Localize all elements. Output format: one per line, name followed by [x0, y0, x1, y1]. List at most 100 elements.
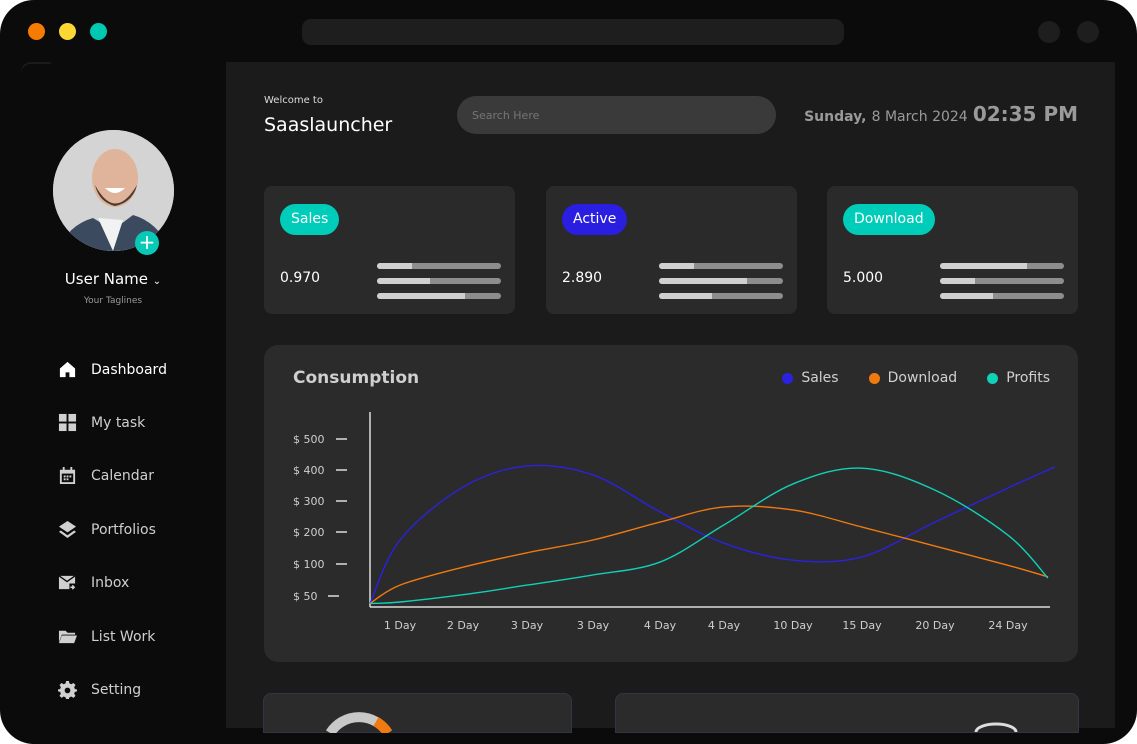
- gear-icon: [58, 680, 77, 699]
- donut-segment: [373, 717, 393, 733]
- progress-bar: [659, 263, 783, 269]
- legend-label: Download: [887, 370, 958, 386]
- stat-card-sales: Sales 0.970: [264, 186, 515, 314]
- home-icon: [59, 361, 76, 378]
- x-tick-label: 1 Day: [384, 619, 417, 632]
- window-action-button[interactable]: [1038, 21, 1060, 43]
- chart-title: Consumption: [293, 368, 420, 388]
- legend-item[interactable]: Download: [868, 370, 958, 386]
- progress-bar: [940, 293, 1064, 299]
- sidebar-item-dashboard[interactable]: Dashboard: [58, 360, 167, 379]
- minimize-window-button[interactable]: [59, 23, 76, 40]
- folder-icon: [58, 630, 77, 644]
- legend-item[interactable]: Sales: [782, 370, 839, 386]
- close-window-button[interactable]: [28, 23, 45, 40]
- sidebar-item-label: My task: [91, 414, 146, 431]
- chevron-down-icon: ⌄: [152, 276, 162, 287]
- avatar[interactable]: [53, 130, 174, 251]
- sidebar-item-inbox[interactable]: Inbox: [58, 573, 129, 592]
- address-bar[interactable]: [302, 19, 844, 45]
- window-action-button[interactable]: [1077, 21, 1099, 43]
- stat-badge[interactable]: Download: [843, 204, 935, 235]
- stat-badge[interactable]: Active: [562, 204, 628, 235]
- progress-bar: [940, 263, 1064, 269]
- gauge-shape: [974, 722, 1018, 732]
- avatar-photo: [53, 130, 174, 251]
- chart-plot: $ 500 $ 400 $ 300 $ 200 $ 100 $ 50 1 Day 2 Day 3…: [293, 412, 1056, 632]
- legend-item[interactable]: Profits: [987, 370, 1050, 386]
- y-tick-label: $ 50: [293, 590, 318, 603]
- progress-bar: [377, 278, 501, 284]
- x-tick-label: 24 Day: [988, 619, 1028, 632]
- datetime: Sunday, 8 March 2024 02:35 PM: [804, 102, 1078, 126]
- y-tick-label: $ 300: [293, 495, 325, 508]
- stat-value: 0.970: [280, 270, 321, 286]
- legend-swatch: [987, 372, 999, 384]
- progress-bar: [940, 278, 1064, 284]
- series-line-profits: [369, 467, 1049, 605]
- stat-value: 2.890: [562, 270, 603, 286]
- bottom-card-left: [263, 693, 572, 733]
- user-name: User Name: [64, 270, 149, 288]
- stat-card-active: Active 2.890: [546, 186, 797, 314]
- x-tick-label: 15 Day: [842, 619, 882, 632]
- legend-label: Sales: [801, 370, 839, 386]
- series-line-sales: [369, 464, 1056, 604]
- progress-fill: [377, 263, 412, 269]
- progress-bar: [377, 293, 501, 299]
- stat-card-download: Download 5.000: [827, 186, 1078, 314]
- y-tick-label: $ 100: [293, 558, 325, 571]
- sidebar-item-setting[interactable]: Setting: [58, 680, 141, 699]
- time-label: 02:35 PM: [972, 102, 1078, 126]
- x-tick-label: 20 Day: [915, 619, 955, 632]
- user-tagline: Your Taglines: [83, 296, 143, 306]
- search-input[interactable]: [457, 96, 776, 134]
- date-label: 8 March 2024: [871, 109, 968, 125]
- user-menu[interactable]: User Name ⌄: [0, 270, 226, 288]
- donut-chart: [325, 712, 393, 733]
- series-line-download: [369, 505, 1049, 605]
- sidebar-item-portfolios[interactable]: Portfolios: [58, 520, 156, 539]
- y-tick-label: $ 200: [293, 526, 325, 539]
- progress-bar: [659, 278, 783, 284]
- legend-label: Profits: [1006, 370, 1050, 386]
- progress-fill: [659, 263, 694, 269]
- add-photo-button[interactable]: +: [135, 231, 159, 255]
- sidebar-item-my-task[interactable]: My task: [58, 413, 145, 432]
- x-tick-label: 4 Day: [644, 619, 677, 632]
- progress-fill: [377, 293, 466, 299]
- progress-bar: [659, 293, 783, 299]
- chart-legend: Sales Download Profits: [782, 370, 1050, 386]
- page-title: Saaslauncher: [264, 114, 393, 136]
- progress-fill: [940, 293, 994, 299]
- legend-swatch: [782, 372, 794, 384]
- sidebar-item-label: Dashboard: [91, 361, 167, 378]
- x-tick-label: 2 Day: [447, 619, 480, 632]
- progress-fill: [940, 278, 975, 284]
- grid-icon: [58, 413, 77, 432]
- sidebar-item-label: List Work: [91, 628, 156, 645]
- calendar-icon: [59, 466, 76, 485]
- x-tick-label: 10 Day: [773, 619, 813, 632]
- day-label: Sunday,: [804, 109, 867, 125]
- sidebar-item-label: Setting: [91, 681, 142, 698]
- progress-bar: [377, 263, 501, 269]
- stat-badge[interactable]: Sales: [280, 204, 340, 235]
- sidebar-item-list-work[interactable]: List Work: [58, 627, 155, 646]
- progress-fill: [377, 278, 431, 284]
- x-tick-label: 4 Day: [708, 619, 741, 632]
- sidebar-item-calendar[interactable]: Calendar: [58, 466, 154, 485]
- layers-icon: [58, 520, 77, 539]
- mail-forward-icon: [58, 575, 76, 590]
- sidebar-item-label: Inbox: [91, 574, 130, 591]
- y-tick-label: $ 400: [293, 464, 325, 477]
- y-tick-label: $ 500: [293, 433, 325, 446]
- consumption-chart: Consumption Sales Download Profits $ 500 $ …: [264, 345, 1078, 662]
- x-tick-label: 3 Day: [511, 619, 544, 632]
- bottom-card-right: [615, 693, 1079, 733]
- progress-fill: [940, 263, 1027, 269]
- welcome-text: Welcome to: [264, 95, 323, 106]
- x-tick-label: 3 Day: [577, 619, 610, 632]
- maximize-window-button[interactable]: [90, 23, 107, 40]
